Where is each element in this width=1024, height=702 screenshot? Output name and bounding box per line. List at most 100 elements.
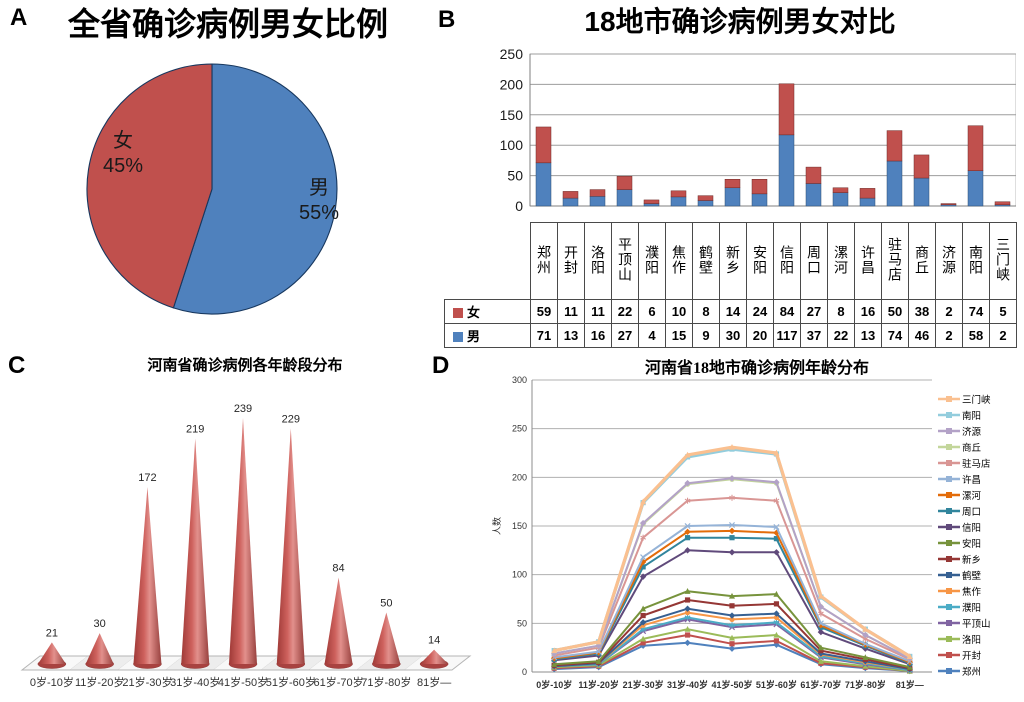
bar-male-安阳 [751, 193, 768, 207]
table-value-cell: 27 [611, 323, 639, 348]
legend-marker [946, 475, 952, 482]
cone-value-label: 30 [94, 618, 106, 630]
cone-value-label: 229 [282, 413, 300, 425]
table-value-cell: 6 [638, 299, 666, 324]
legend-item-许昌: 许昌 [938, 472, 1024, 486]
legend-line-swatch [938, 395, 960, 402]
x-tick-label: 31岁-40岁 [667, 679, 708, 690]
legend-line-swatch [938, 635, 960, 642]
bar-male-洛阳 [589, 196, 606, 207]
age-cone-chart: 21 0岁-10岁 30 11岁-20岁 172 21岁-30岁 219 31岁-40岁 239… [20, 403, 472, 689]
cone-51岁-60岁 [276, 428, 305, 664]
table-row-男: 男 71 13 16 27 4 15 9 30 20 117 37 22 13 74 46 2 58 2 [444, 323, 1017, 348]
marker-square [773, 601, 780, 607]
marker-asterisk [640, 535, 646, 540]
legend-line-swatch [938, 411, 960, 418]
bar-female-郑州 [535, 126, 552, 164]
table-value-cell: 4 [638, 323, 666, 348]
table-value-cell: 38 [908, 299, 936, 324]
x-tick-label: 51岁-60岁 [756, 679, 797, 690]
legend-label: 许昌 [962, 474, 982, 486]
legend-line-swatch [938, 619, 960, 626]
cone-value-label: 21 [46, 627, 58, 639]
marker-triangle [773, 449, 780, 456]
marker-diamond [728, 645, 736, 652]
cone-value-label: 84 [332, 563, 344, 575]
marker-diamond [773, 479, 780, 486]
cone-71岁-80岁 [372, 612, 401, 664]
marker-triangle [862, 654, 869, 660]
legend-item-驻马店: 驻马店 [938, 456, 1024, 470]
table-value-cell: 13 [854, 323, 882, 348]
y-tick-label: 0 [515, 198, 523, 214]
table-value-cell: 16 [854, 299, 882, 324]
cone-x-label: 51岁-60岁 [266, 675, 316, 689]
marker-triangle [640, 635, 647, 642]
table-value-cell: 59 [530, 299, 558, 324]
marker-asterisk [773, 498, 780, 503]
table-city-header: 平顶山 [611, 222, 639, 300]
city-name-vertical: 三门峡 [995, 237, 1011, 282]
cone-x-label: 21岁-30岁 [122, 675, 172, 689]
bar-female-鹤壁 [697, 195, 714, 201]
cone-value-label: 50 [380, 598, 392, 610]
bar-female-濮阳 [643, 199, 660, 204]
panel-d-cities-age-lines: 河南省18地市确诊病例年龄分布 0 50 100 150 200 250 300 人数 0岁-1… [490, 348, 1024, 702]
marker-x [773, 523, 780, 530]
bar-female-周口 [805, 166, 822, 184]
marker-square [684, 535, 691, 541]
marker-square [684, 632, 691, 638]
cone-x-label: 61岁-70岁 [313, 675, 363, 689]
legend-marker [946, 459, 952, 466]
legend-label: 周口 [962, 506, 982, 518]
marker-square [729, 603, 735, 609]
cone-value-label: 219 [186, 424, 204, 436]
bar-female-平顶山 [616, 175, 633, 190]
legend-marker [946, 395, 952, 402]
table-legend-cell-女: 女 [444, 299, 531, 324]
cone-41岁-50岁 [229, 418, 257, 664]
table-value-cell: 2 [935, 299, 963, 324]
cone-value-label: 172 [138, 472, 156, 484]
legend-line-swatch [938, 555, 960, 562]
table-value-cell: 5 [989, 299, 1017, 324]
marker-diamond [728, 527, 736, 535]
bar-male-驻马店 [886, 160, 903, 207]
marker-triangle [773, 590, 780, 597]
table-city-header: 三门峡 [989, 222, 1017, 300]
legend-marker [946, 539, 952, 546]
table-city-header: 洛阳 [584, 222, 612, 300]
x-tick-label: 81岁— [896, 679, 924, 690]
panel-letter-b: B [438, 6, 456, 33]
marker-square [729, 641, 735, 647]
table-value-cell: 71 [530, 323, 558, 348]
table-city-header: 安阳 [746, 222, 774, 300]
legend-line-swatch [938, 603, 960, 610]
legend-item-鹤壁: 鹤壁 [938, 568, 1024, 582]
panel-letter-c: C [8, 352, 26, 379]
marker-triangle [862, 625, 869, 632]
city-name-vertical: 平顶山 [617, 237, 633, 282]
legend-item-南阳: 南阳 [938, 408, 1024, 422]
city-name-vertical: 鹤壁 [698, 244, 714, 275]
y-tick-label: 50 [517, 618, 527, 628]
table-value-cell: 11 [584, 299, 612, 324]
marker-square [640, 564, 646, 570]
cone-x-label: 41岁-50岁 [218, 675, 268, 689]
table-value-cell: 74 [962, 299, 990, 324]
bar-male-漯河 [832, 192, 849, 207]
table-value-cell: 16 [584, 323, 612, 348]
line-chart-legend: 三门峡 南阳 济源 商丘 驻马店 许昌 漯河 周口 信阳 安阳 新乡 鹤壁 焦作 濮阳 平顶山 洛阳 开封 郑州 [938, 392, 1024, 678]
marker-asterisk [729, 495, 735, 500]
y-tick-label: 300 [512, 375, 527, 385]
bar-male-许昌 [859, 197, 876, 207]
x-tick-label: 71岁-80岁 [845, 679, 886, 690]
marker-asterisk [684, 498, 691, 503]
marker-triangle [551, 647, 558, 654]
table-value-cell: 15 [665, 323, 693, 348]
table-city-header: 新乡 [719, 222, 747, 300]
cone-x-label: 81岁— [417, 675, 451, 689]
legend-label: 南阳 [962, 410, 982, 422]
cone-0岁-10岁 [37, 642, 66, 664]
bar-male-郑州 [535, 162, 552, 207]
